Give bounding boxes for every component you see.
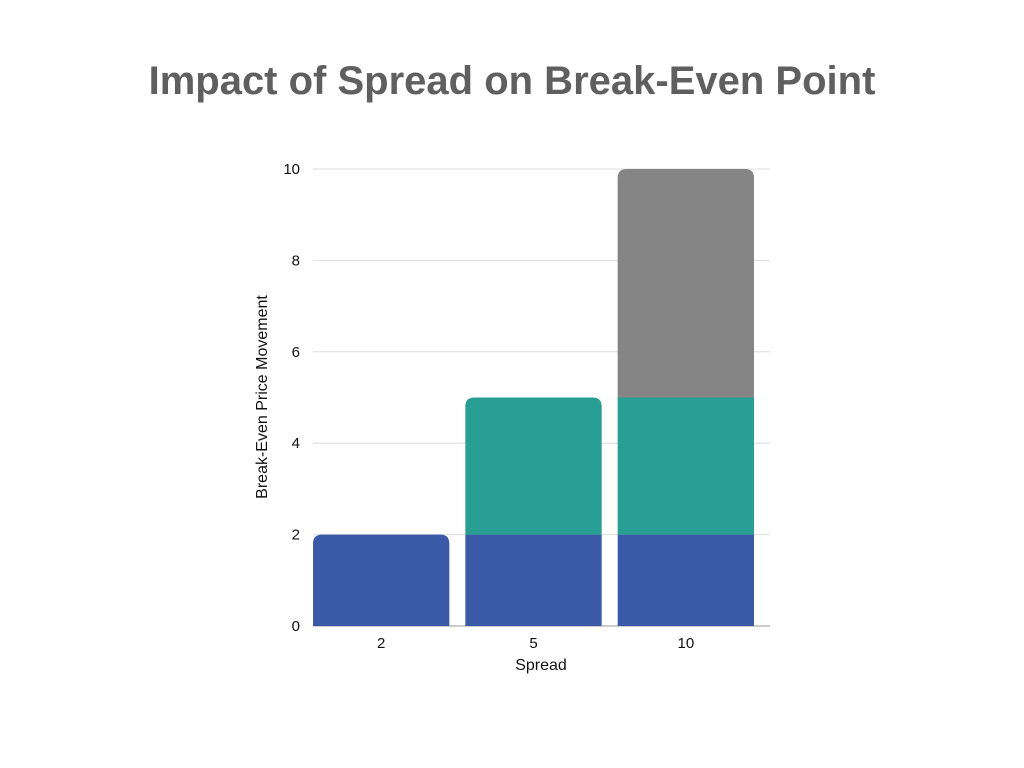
y-tick-labels: 0 2 4 6 8 10 <box>283 161 300 635</box>
bar-segment <box>617 397 754 535</box>
bar-segment <box>465 534 602 626</box>
y-tick-label: 2 <box>292 527 300 544</box>
y-tick-label: 4 <box>292 435 300 452</box>
bar-segment <box>617 169 754 398</box>
x-tick-label: 10 <box>677 635 694 652</box>
bar-segment <box>617 534 754 626</box>
bar-segment <box>465 397 602 535</box>
y-tick-label: 6 <box>292 344 300 361</box>
y-tick-label: 0 <box>292 618 300 635</box>
chart-title: Impact of Spread on Break-Even Point <box>148 59 876 103</box>
x-tick-label: 2 <box>377 635 385 652</box>
x-tick-labels: 2 5 10 <box>377 635 694 652</box>
y-tick-label: 10 <box>283 161 300 178</box>
y-tick-label: 8 <box>292 252 300 269</box>
y-axis-label: Break-Even Price Movement <box>254 295 271 499</box>
x-axis-label: Spread <box>515 657 567 674</box>
bar-segment <box>313 534 450 626</box>
x-tick-label: 5 <box>529 635 537 652</box>
bars <box>313 169 754 626</box>
